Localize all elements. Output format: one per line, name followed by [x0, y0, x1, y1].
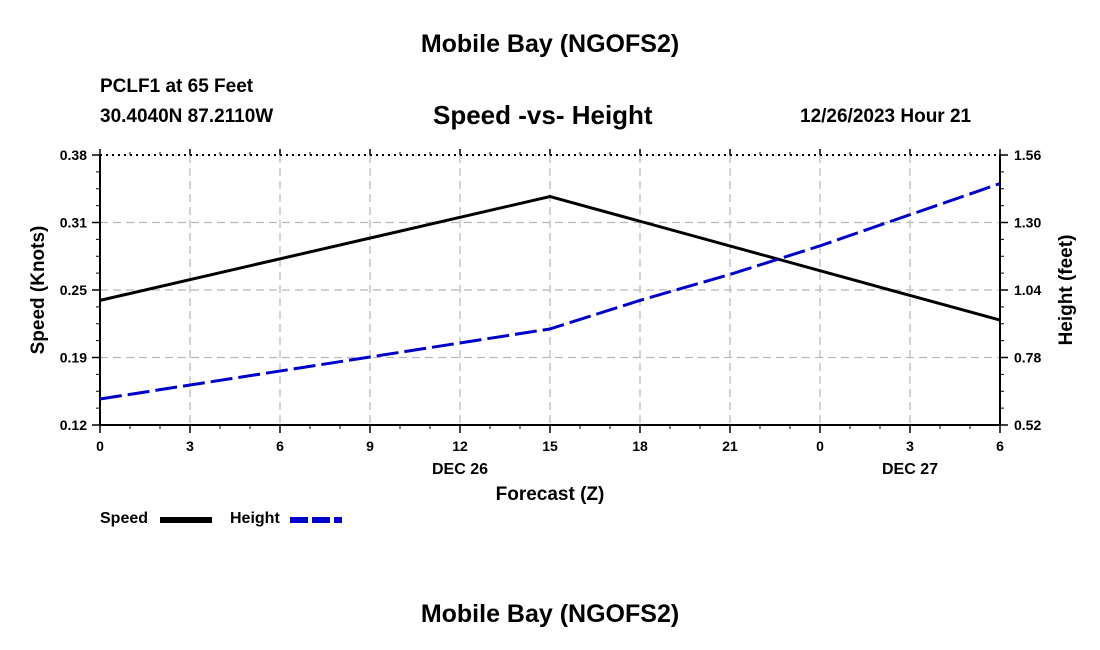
y-tick-label-right: 1.30: [1014, 215, 1041, 231]
x-tick-label: 6: [276, 438, 284, 454]
x-tick-label: 9: [366, 438, 374, 454]
y-tick-label-left: 0.19: [60, 350, 87, 366]
x-tick-label: 3: [186, 438, 194, 454]
y-tick-label-left: 0.12: [60, 417, 87, 433]
x-tick-label: 18: [632, 438, 648, 454]
series-line-speed: [99, 194, 1001, 322]
y-tick-label-right: 1.56: [1014, 147, 1041, 163]
x-tick-label: 0: [96, 438, 104, 454]
y-tick-label-left: 0.31: [60, 215, 87, 231]
legend-speed-label: Speed: [100, 510, 149, 527]
coordinates-label: 30.4040N 87.2110W: [100, 106, 274, 127]
series-line-height: [99, 182, 1001, 401]
x-axis-title: Forecast (Z): [496, 484, 605, 505]
legend-speed-swatch: [160, 517, 212, 523]
x-tick-label: 12: [452, 438, 468, 454]
footer-title: Mobile Bay (NGOFS2): [420, 600, 680, 628]
station-label: PCLF1 at 65 Feet: [100, 76, 254, 97]
y-tick-label-left: 0.38: [60, 147, 87, 163]
forecast-datetime: 12/26/2023 Hour 21: [800, 106, 972, 127]
x-tick-label: 15: [542, 438, 558, 454]
y-tick-label-right: 1.04: [1014, 282, 1041, 298]
speed-height-chart: 0 3 6 9 12 15 18 21 0 3 6 DEC 26 DEC 27 Forecast (Z) 0…: [28, 147, 1077, 505]
y-tick-label-right: 0.52: [1014, 417, 1041, 433]
x-tick-label: 21: [722, 438, 738, 454]
chart-subtitle: Speed -vs- Height: [433, 100, 653, 130]
y-axis-title-left: Speed (Knots): [28, 226, 49, 355]
x-tick-label: 6: [996, 438, 1004, 454]
x-tick-label: 0: [816, 438, 824, 454]
chart-title: Mobile Bay (NGOFS2): [420, 30, 680, 58]
y-axis-title-right: Height (feet): [1056, 235, 1077, 346]
x-date-label: DEC 27: [882, 461, 938, 478]
y-tick-label-left: 0.25: [60, 282, 87, 298]
legend-height-label: Height: [230, 510, 280, 527]
x-date-label: DEC 26: [432, 461, 488, 478]
y-tick-label-right: 0.78: [1014, 350, 1041, 366]
legend-height-swatch: [290, 517, 342, 523]
x-tick-label: 3: [906, 438, 914, 454]
